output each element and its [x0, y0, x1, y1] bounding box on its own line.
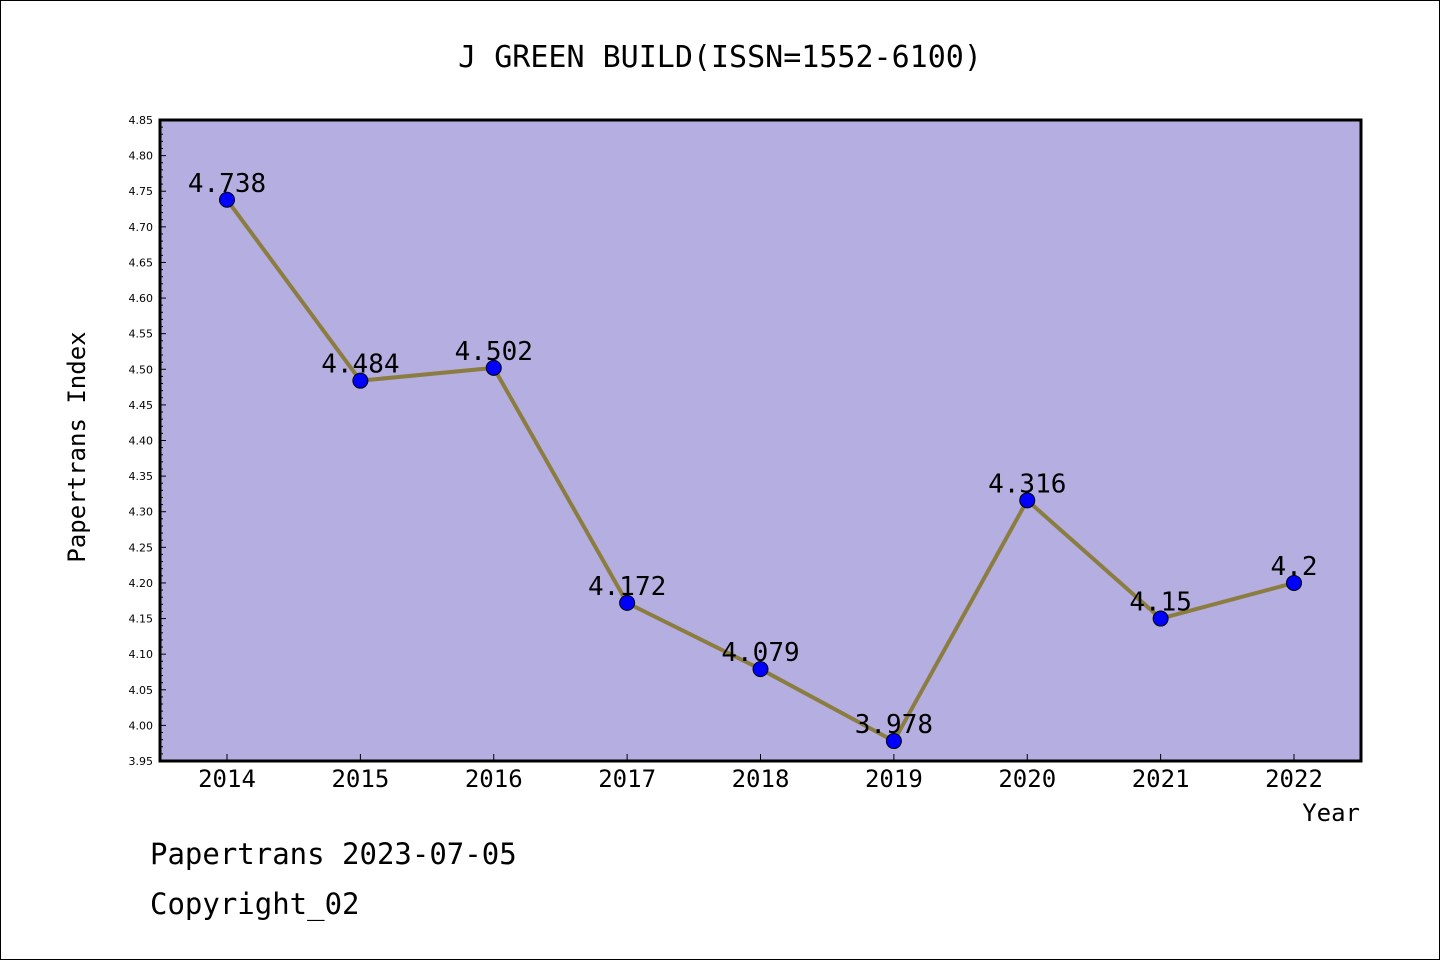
- footer-copyright: Copyright_02: [150, 887, 360, 922]
- y-axis-label: Papertrans Index: [63, 331, 91, 562]
- y-tick-label: 4.00: [129, 719, 154, 732]
- x-tick-label: 2016: [465, 765, 523, 793]
- data-point: [485, 359, 502, 376]
- data-label: 4.484: [321, 350, 399, 380]
- y-tick-label: 4.10: [129, 648, 154, 661]
- y-tick-label: 4.50: [129, 363, 154, 376]
- y-tick-label: 4.65: [129, 256, 154, 269]
- series-markers-group: [219, 191, 1302, 750]
- x-tick-label: 2022: [1265, 765, 1323, 793]
- chart-title: J GREEN BUILD(ISSN=1552-6100): [458, 40, 982, 75]
- y-tick-label: 4.55: [129, 328, 154, 341]
- x-tick-label: 2014: [198, 765, 256, 793]
- x-tick-label: 2020: [998, 765, 1056, 793]
- y-tick-label: 4.15: [129, 613, 154, 626]
- data-point: [1286, 574, 1302, 591]
- x-tick-label: 2018: [732, 765, 790, 793]
- data-label: 4.172: [588, 572, 666, 602]
- data-label: 4.316: [988, 469, 1066, 499]
- x-tick-label: 2017: [598, 765, 656, 793]
- y-tick-label: 4.60: [129, 292, 154, 305]
- data-labels-group: 4.738 4.484 4.502 4.172 4.079 3.978 4.316 4.15 4…: [188, 169, 1318, 740]
- y-tick-label: 4.85: [129, 114, 154, 127]
- data-point: [885, 733, 902, 750]
- x-axis: 2014 2015 2016 2017 2018 2019 2020 2021 2022: [198, 754, 1323, 793]
- y-tick-label: 4.75: [129, 185, 154, 198]
- y-tick-label: 4.20: [129, 577, 154, 590]
- plot-area: [158, 118, 1363, 763]
- y-axis: 3.95 4.00 4.05 4.10 4.15 4.20 4.25 4.30 4.35 4.40…: [129, 114, 166, 768]
- data-label: 4.15: [1129, 588, 1192, 618]
- y-tick-label: 4.40: [129, 435, 154, 448]
- data-label: 4.502: [455, 337, 533, 367]
- data-label: 4.738: [188, 169, 266, 199]
- data-point: [1152, 610, 1169, 627]
- data-label: 4.2: [1271, 552, 1318, 582]
- data-point: [219, 191, 235, 208]
- data-point: [752, 661, 769, 678]
- x-tick-label: 2021: [1132, 765, 1190, 793]
- data-point: [1019, 492, 1036, 509]
- x-tick-label: 2015: [331, 765, 389, 793]
- y-tick-label: 4.70: [129, 221, 154, 234]
- x-axis-label: Year: [1302, 799, 1360, 827]
- y-tick-label: 3.95: [129, 755, 154, 768]
- data-point: [619, 594, 636, 611]
- data-label: 3.978: [855, 710, 933, 740]
- data-label: 4.079: [721, 638, 799, 668]
- footer-date: Papertrans 2023-07-05: [150, 837, 517, 871]
- y-tick-label: 4.05: [129, 684, 154, 697]
- data-point: [352, 372, 369, 389]
- y-tick-label: 4.35: [129, 470, 154, 483]
- y-tick-label: 4.80: [129, 150, 154, 163]
- x-tick-label: 2019: [865, 765, 923, 793]
- y-tick-label: 4.45: [129, 399, 154, 412]
- y-tick-label: 4.30: [129, 506, 154, 519]
- y-tick-label: 4.25: [129, 541, 154, 554]
